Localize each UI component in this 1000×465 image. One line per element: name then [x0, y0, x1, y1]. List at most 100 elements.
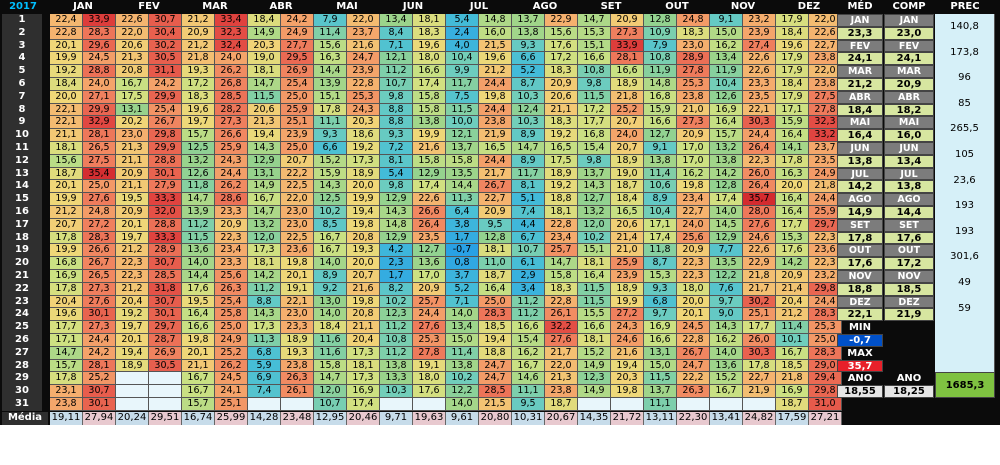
- temp-cell[interactable]: 19,0: [611, 167, 644, 181]
- temp-cell[interactable]: 31,0: [809, 398, 842, 411]
- temp-cell[interactable]: 28,5: [215, 90, 248, 104]
- temp-cell[interactable]: 23,9: [281, 129, 314, 142]
- temp-cell[interactable]: 20,3: [347, 116, 380, 130]
- temp-cell[interactable]: 10,3: [380, 385, 413, 398]
- temp-cell[interactable]: 18,4: [611, 193, 644, 206]
- temp-cell[interactable]: 23,9: [347, 65, 380, 78]
- temp-cell[interactable]: 15,4: [512, 334, 545, 347]
- temp-cell[interactable]: 1,7: [446, 231, 479, 245]
- temp-cell[interactable]: 22,7: [677, 206, 710, 219]
- temp-cell[interactable]: 18,3: [413, 26, 446, 40]
- temp-cell[interactable]: 14,2: [710, 167, 743, 181]
- temp-cell[interactable]: 20,6: [545, 90, 578, 104]
- temp-cell[interactable]: 18,9: [611, 282, 644, 296]
- temp-cell[interactable]: 23,0: [677, 39, 710, 53]
- temp-cell[interactable]: 21,7: [743, 282, 776, 296]
- temp-cell[interactable]: 27,3: [215, 116, 248, 130]
- temp-cell[interactable]: 24,4: [479, 78, 512, 91]
- temp-cell[interactable]: 17,1: [776, 103, 809, 117]
- temp-cell[interactable]: 8,5: [314, 218, 347, 232]
- temp-cell[interactable]: 15,7: [50, 359, 83, 373]
- temp-cell[interactable]: 16,9: [776, 385, 809, 398]
- temp-cell[interactable]: 18,1: [578, 257, 611, 270]
- temp-cell[interactable]: 9,5: [512, 398, 545, 411]
- temp-cell[interactable]: 25,4: [215, 295, 248, 309]
- temp-cell[interactable]: 18,3: [545, 116, 578, 130]
- temp-cell[interactable]: 16,0: [479, 26, 512, 40]
- temp-cell[interactable]: 23,5: [743, 90, 776, 104]
- temp-cell[interactable]: 7,4: [248, 385, 281, 398]
- temp-cell[interactable]: 27,4: [743, 39, 776, 53]
- temp-cell[interactable]: 8,1: [380, 154, 413, 168]
- temp-cell[interactable]: 9,3: [314, 129, 347, 142]
- temp-cell[interactable]: 13,7: [644, 385, 677, 398]
- temp-cell[interactable]: 24,2: [83, 346, 116, 360]
- temp-cell[interactable]: 25,0: [479, 295, 512, 309]
- temp-cell[interactable]: 18,6: [347, 129, 380, 142]
- temp-cell[interactable]: 27,9: [149, 180, 182, 194]
- temp-cell[interactable]: 19,4: [611, 359, 644, 373]
- temp-cell[interactable]: 1,7: [380, 270, 413, 283]
- temp-cell[interactable]: 13,9: [314, 78, 347, 91]
- temp-cell[interactable]: 12,9: [380, 193, 413, 206]
- temp-cell[interactable]: 22,3: [116, 257, 149, 270]
- temp-cell[interactable]: 8,7: [512, 78, 545, 91]
- temp-cell[interactable]: 21,8: [182, 52, 215, 66]
- temp-cell[interactable]: 16,6: [512, 321, 545, 334]
- temp-cell[interactable]: 12,3: [380, 308, 413, 322]
- temp-cell[interactable]: 12,9: [380, 231, 413, 245]
- temp-cell[interactable]: 7,2: [380, 142, 413, 155]
- temp-cell[interactable]: 23,3: [215, 206, 248, 219]
- temp-cell[interactable]: 16,4: [578, 270, 611, 283]
- temp-cell[interactable]: 11,5: [644, 372, 677, 386]
- temp-cell[interactable]: 17,6: [545, 39, 578, 53]
- temp-cell[interactable]: 26,2: [215, 359, 248, 373]
- temp-cell[interactable]: 5,1: [512, 193, 545, 206]
- temp-cell[interactable]: 12,0: [578, 218, 611, 232]
- temp-cell[interactable]: 20,9: [116, 206, 149, 219]
- temp-cell[interactable]: 21,3: [116, 52, 149, 66]
- temp-cell[interactable]: 26,2: [215, 180, 248, 194]
- temp-cell[interactable]: 32,4: [215, 39, 248, 53]
- temp-cell[interactable]: 19,9: [611, 295, 644, 309]
- temp-cell[interactable]: 16,2: [677, 167, 710, 181]
- temp-cell[interactable]: 23,0: [281, 206, 314, 219]
- temp-cell[interactable]: 19,2: [50, 65, 83, 78]
- temp-cell[interactable]: 25,3: [413, 334, 446, 347]
- temp-cell[interactable]: 15,0: [644, 359, 677, 373]
- temp-cell[interactable]: 26,6: [215, 129, 248, 142]
- temp-cell[interactable]: 16,4: [776, 193, 809, 206]
- empty-cell[interactable]: [710, 398, 743, 411]
- temp-cell[interactable]: 27,1: [83, 90, 116, 104]
- temp-cell[interactable]: 14,3: [248, 308, 281, 322]
- temp-cell[interactable]: 9,3: [512, 39, 545, 53]
- temp-cell[interactable]: 16,8: [50, 257, 83, 270]
- temp-cell[interactable]: 11,1: [644, 398, 677, 411]
- temp-cell[interactable]: 16,7: [710, 385, 743, 398]
- temp-cell[interactable]: 20,6: [116, 39, 149, 53]
- temp-cell[interactable]: 30,2: [743, 295, 776, 309]
- temp-cell[interactable]: 8,9: [314, 270, 347, 283]
- temp-cell[interactable]: 33,4: [215, 14, 248, 27]
- temp-cell[interactable]: 17,2: [182, 78, 215, 91]
- temp-cell[interactable]: 17,8: [50, 372, 83, 386]
- temp-cell[interactable]: 25,3: [347, 90, 380, 104]
- temp-cell[interactable]: 17,7: [50, 321, 83, 334]
- temp-cell[interactable]: 10,2: [446, 372, 479, 386]
- temp-cell[interactable]: 22,1: [50, 103, 83, 117]
- temp-cell[interactable]: 17,8: [743, 359, 776, 373]
- temp-cell[interactable]: 22,2: [677, 372, 710, 386]
- temp-cell[interactable]: 16,7: [182, 385, 215, 398]
- temp-cell[interactable]: 16,7: [116, 78, 149, 91]
- temp-cell[interactable]: 8,9: [512, 129, 545, 142]
- temp-cell[interactable]: 22,7: [743, 372, 776, 386]
- temp-cell[interactable]: 9,1: [644, 142, 677, 155]
- temp-cell[interactable]: 6,7: [512, 231, 545, 245]
- temp-cell[interactable]: 26,5: [83, 270, 116, 283]
- temp-cell[interactable]: 13,2: [248, 218, 281, 232]
- temp-cell[interactable]: 20,4: [116, 295, 149, 309]
- temp-cell[interactable]: 18,9: [281, 334, 314, 347]
- temp-cell[interactable]: 18,3: [545, 65, 578, 78]
- temp-cell[interactable]: 26,9: [281, 65, 314, 78]
- temp-cell[interactable]: 19,1: [413, 359, 446, 373]
